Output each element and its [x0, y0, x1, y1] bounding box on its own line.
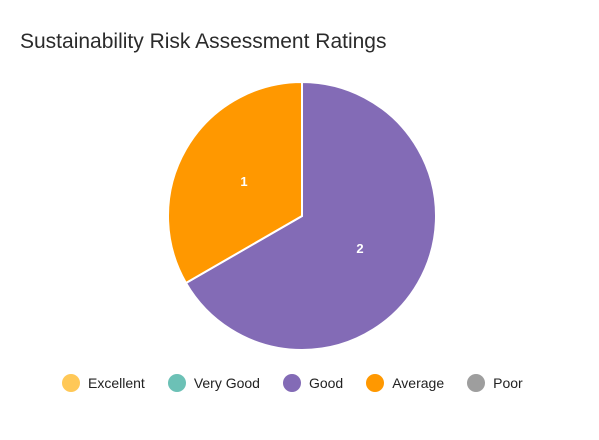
legend-swatch-poor [467, 374, 485, 392]
legend-item-very-good[interactable]: Very Good [168, 374, 260, 392]
pie-slices [168, 82, 436, 350]
legend-swatch-excellent [62, 374, 80, 392]
legend-label-excellent: Excellent [88, 375, 145, 391]
pie-label-average: 1 [240, 174, 247, 189]
legend-swatch-average [366, 374, 384, 392]
legend-item-good[interactable]: Good [283, 374, 343, 392]
legend-label-average: Average [392, 375, 444, 391]
legend-label-good: Good [309, 375, 343, 391]
legend-label-poor: Poor [493, 375, 523, 391]
legend-swatch-very-good [168, 374, 186, 392]
legend-item-poor[interactable]: Poor [467, 374, 523, 392]
legend-label-very-good: Very Good [194, 375, 260, 391]
pie-label-good: 2 [356, 241, 363, 256]
chart-legend: Excellent Very Good Good Average Poor [62, 374, 546, 392]
legend-item-average[interactable]: Average [366, 374, 444, 392]
legend-swatch-good [283, 374, 301, 392]
legend-item-excellent[interactable]: Excellent [62, 374, 145, 392]
